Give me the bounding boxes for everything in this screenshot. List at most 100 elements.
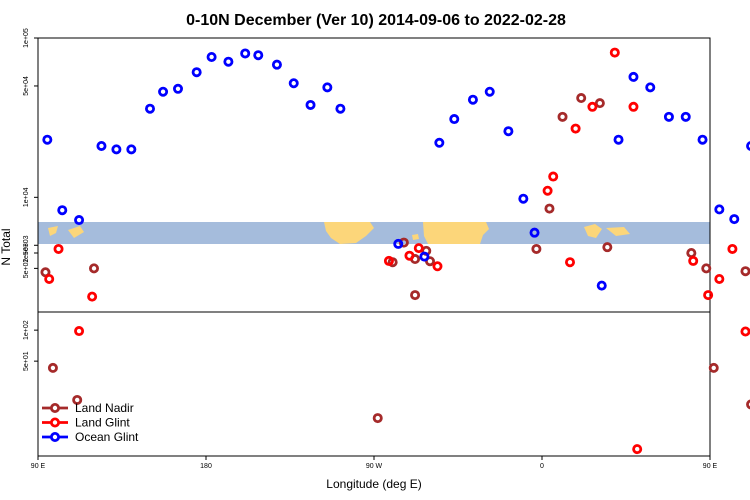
land-new-guinea [606,227,630,236]
point-ocean-glint [628,71,639,82]
point-ocean-glint [126,144,137,155]
point-ocean-glint [714,204,725,215]
y-tick-label-middle: 5e+02 [23,258,30,278]
point-land-glint [587,101,598,112]
point-land-glint [565,257,576,268]
map-band [38,222,710,244]
point-ocean-glint [529,227,540,238]
legend-label-land-nadir: Land Nadir [75,401,134,415]
point-land-glint [727,243,738,254]
point-ocean-glint [111,144,122,155]
land-borneo [584,224,602,238]
point-land-glint [703,290,714,301]
point-land-glint [628,101,639,112]
legend-marker-land-nadir [50,402,61,413]
data-points [40,47,750,455]
point-land-glint [714,273,725,284]
point-land-nadir [47,362,58,373]
land-indonesia-west [48,226,58,236]
x-tick-label: 90 E [31,463,46,470]
land-small-island [412,234,419,240]
point-ocean-glint [729,214,740,225]
point-land-nadir [594,98,605,109]
point-ocean-glint [305,99,316,110]
point-land-nadir [89,263,100,274]
point-land-glint [413,243,424,254]
point-ocean-glint [335,103,346,114]
point-land-glint [74,326,85,337]
point-land-glint [740,326,750,337]
x-axis-label: Longitude (deg E) [326,477,421,491]
point-land-nadir [424,256,435,267]
point-ocean-glint [680,111,691,122]
y-tick-label-middle: 1e+03 [23,243,30,263]
point-ocean-glint [191,67,202,78]
point-land-glint [432,261,443,272]
point-ocean-glint [484,86,495,97]
point-ocean-glint [42,134,53,145]
point-land-nadir [602,242,613,253]
land-south-america [324,222,374,244]
point-ocean-glint [449,114,460,125]
point-land-nadir [708,362,719,373]
point-land-nadir [372,413,383,424]
point-land-nadir [557,111,568,122]
plot-frame [37,37,711,457]
point-ocean-glint [172,83,183,94]
point-ocean-glint [74,215,85,226]
chart-title: 0-10N December (Ver 10) 2014-09-06 to 20… [186,12,566,29]
point-ocean-glint [240,48,251,59]
point-land-nadir [686,247,697,258]
point-ocean-glint [206,51,217,62]
y-axis-label: N Total [0,228,13,265]
legend-label-ocean-glint: Ocean Glint [75,430,139,444]
point-ocean-glint [697,134,708,145]
point-ocean-glint [57,205,68,216]
point-land-glint [53,243,64,254]
point-land-glint [688,255,699,266]
point-ocean-glint [663,111,674,122]
point-land-nadir [531,243,542,254]
y-tick-label-upper: 1e+05 [23,28,30,48]
point-land-nadir [544,203,555,214]
y-tick-label-lower: 5e+01 [23,351,30,371]
point-land-glint [87,291,98,302]
y-tick-label-upper: 5e+03 [23,235,30,255]
y-tick-label-lower: 1e+02 [23,320,30,340]
point-ocean-glint [253,50,264,61]
point-ocean-glint [271,59,282,70]
x-tick-label: 180 [200,463,212,470]
point-ocean-glint [158,86,169,97]
point-land-glint [632,444,643,455]
point-ocean-glint [419,251,430,262]
point-ocean-glint [645,82,656,93]
x-axis: 90 E 180 90 W 0 90 E [31,456,718,470]
point-ocean-glint [144,103,155,114]
point-ocean-glint [467,94,478,105]
point-ocean-glint [322,82,333,93]
point-land-nadir [746,399,750,410]
point-land-glint [542,185,553,196]
legend-marker-land-glint [50,417,61,428]
legend-marker-ocean-glint [50,431,61,442]
land-africa [423,222,489,244]
point-land-glint [383,255,394,266]
point-land-nadir [701,263,712,274]
point-ocean-glint [288,78,299,89]
point-land-nadir [576,93,587,104]
land-indonesia-east [68,226,84,238]
point-ocean-glint [393,238,404,249]
x-tick-label: 90 W [366,463,383,470]
point-land-nadir [72,394,83,405]
point-land-nadir [740,266,750,277]
point-land-glint [570,123,581,134]
point-ocean-glint [96,140,107,151]
y-tick-label-upper: 5e+04 [23,76,30,96]
point-land-nadir [410,290,421,301]
ocean-band [38,222,710,244]
point-ocean-glint [223,56,234,67]
x-tick-label: 90 E [703,463,718,470]
